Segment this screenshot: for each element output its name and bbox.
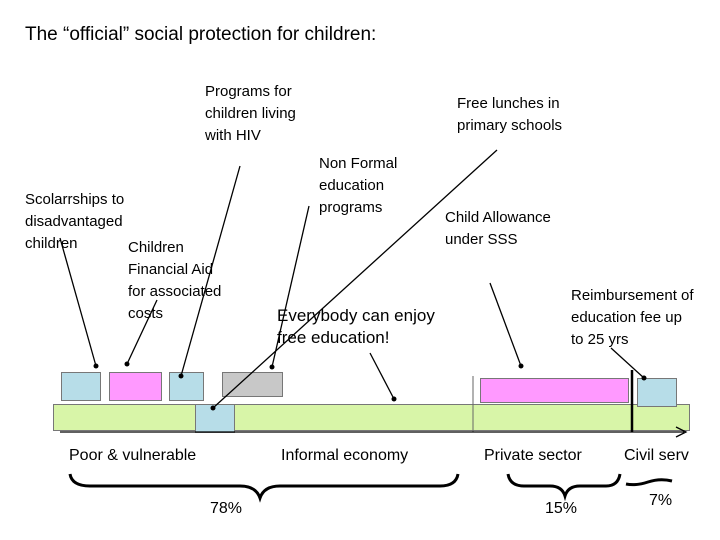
label-free-lunches: Free lunches in primary schools <box>457 95 563 134</box>
box-reimbursement <box>637 378 677 407</box>
brace-civil <box>625 478 673 487</box>
pointer-free-lunches <box>212 149 498 409</box>
pointer-financial-aid <box>126 299 158 365</box>
box-scholarships <box>61 372 101 401</box>
label-financial-aid: Children Financial Aid for associated co… <box>128 239 222 322</box>
segment-civil: Civil serv <box>624 447 689 464</box>
pointer-scholarships <box>59 237 97 367</box>
segment-informal: Informal economy <box>281 447 409 464</box>
sector-bar <box>53 404 690 431</box>
pointer-child-allowance <box>489 282 522 367</box>
pct-private: 15% <box>545 500 578 517</box>
label-reimbursement: Reimbursement of education fee up to 25 … <box>571 287 694 348</box>
box-child-allowance <box>480 378 629 403</box>
label-free-education: Everybody can enjoy free education! <box>277 306 435 347</box>
label-child-allowance: Child Allowance under SSS <box>445 209 551 248</box>
box-financial-aid <box>109 372 162 401</box>
label-non-formal-education: Non Formal education programs <box>319 155 398 216</box>
box-non-formal <box>222 372 283 397</box>
label-scholarships: Scolarrships to disadvantaged children <box>25 191 125 252</box>
pointer-free-education <box>369 352 395 400</box>
pct-poor-informal: 78% <box>210 500 243 517</box>
brace-poor-informal <box>68 473 460 503</box>
page-title: The “official” social protection for chi… <box>25 24 377 45</box>
axis-arrowhead <box>675 426 688 438</box>
pointer-non-formal <box>271 205 310 368</box>
pointer-hiv <box>180 165 241 377</box>
label-hiv-programs: Programs for children living with HIV <box>205 83 296 144</box>
brace-private <box>506 473 622 502</box>
box-hiv-programs <box>169 372 204 401</box>
segment-private: Private sector <box>484 447 582 464</box>
pointer-reimbursement <box>610 347 645 379</box>
pct-civil: 7% <box>649 492 673 509</box>
segment-poor: Poor & vulnerable <box>69 447 197 464</box>
